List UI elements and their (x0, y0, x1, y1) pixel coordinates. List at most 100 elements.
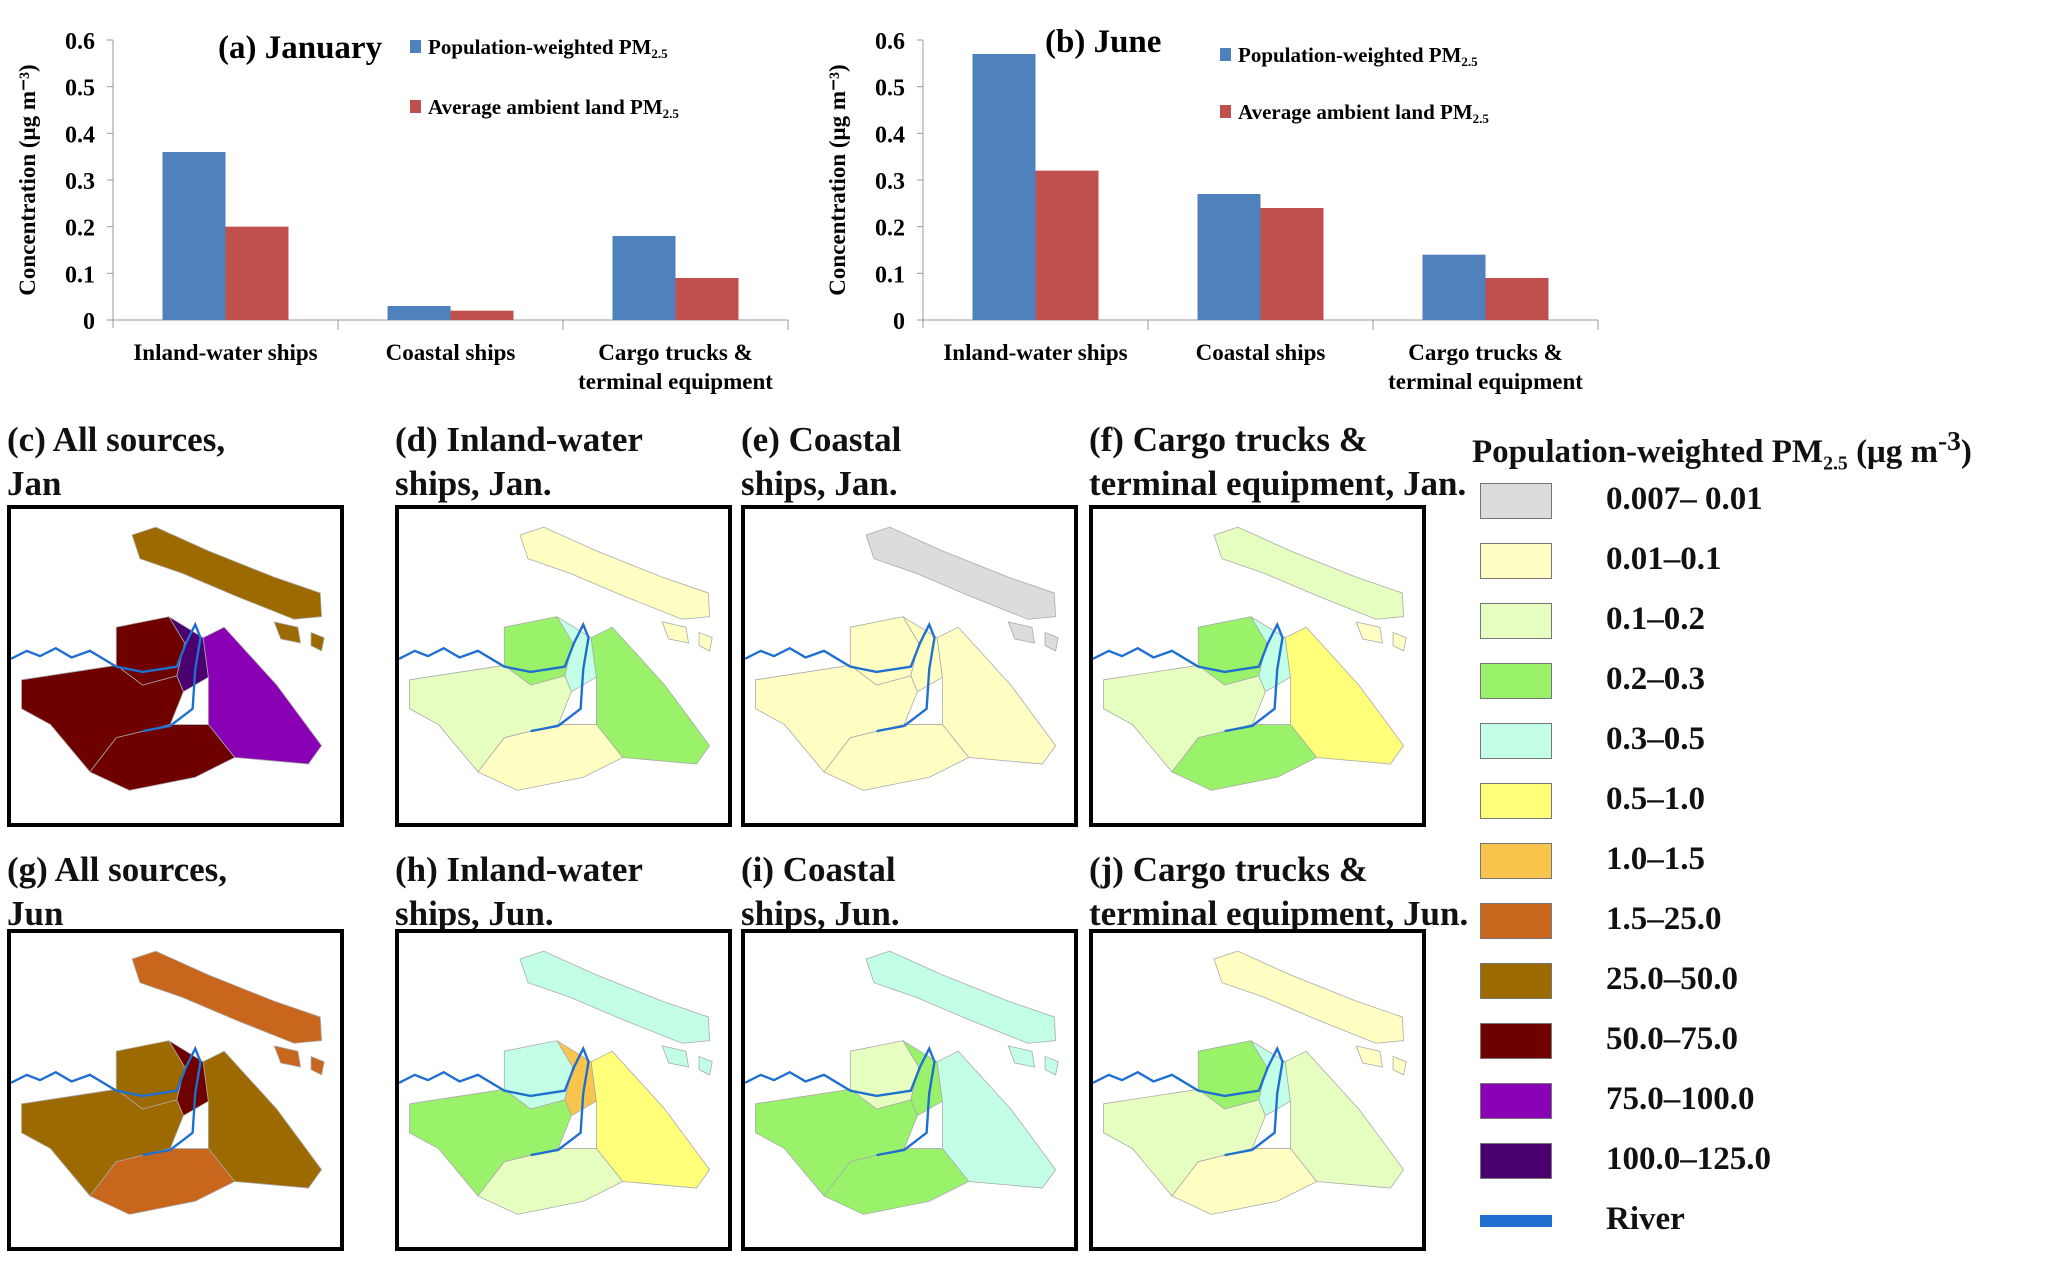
bar-ambient (675, 278, 739, 320)
legend-item: 75.0–100.0 (1480, 1081, 2040, 1123)
x-tick-label: Cargo trucks & terminal equipment (578, 340, 773, 394)
map-region (661, 621, 690, 644)
legend-item: 0.2–0.3 (1480, 661, 2040, 703)
map-title: (f) Cargo trucks & terminal equipment, J… (1089, 420, 1467, 503)
map-region (89, 724, 236, 791)
y-axis-label: Concentration (μg m⁻³) (15, 64, 40, 295)
x-tick-label: Inland-water ships (943, 340, 1127, 365)
map-region (590, 1050, 711, 1189)
legend-swatch (1480, 483, 1552, 519)
legend-swatch (1480, 543, 1552, 579)
river-line (1092, 621, 1284, 733)
y-tick-label: 0.5 (875, 76, 905, 102)
legend-swatch (1480, 1083, 1552, 1119)
river-line (744, 1045, 936, 1157)
map-region (310, 1055, 325, 1076)
river-line (398, 621, 590, 733)
map-region (1171, 724, 1318, 791)
map-region (1044, 1055, 1059, 1076)
river-line (10, 621, 202, 733)
legend-swatch (1480, 963, 1552, 999)
map-region (1284, 626, 1405, 765)
map-region (1392, 1055, 1407, 1076)
bar-pop-weighted (1422, 254, 1486, 320)
legend-label: 0.007– 0.01 (1606, 481, 1763, 517)
map-region (519, 526, 710, 620)
y-tick-label: 0.3 (65, 169, 95, 195)
x-tick-label: Coastal ships (1196, 340, 1326, 365)
legend-swatch (1480, 1143, 1552, 1179)
legend-swatch (1220, 105, 1231, 118)
legend-swatch (1480, 783, 1552, 819)
legend-label: 0.2–0.3 (1606, 661, 1705, 697)
map-region (1044, 631, 1059, 652)
map-title: (g) All sources, Jun (7, 850, 228, 933)
y-tick-label: 0.2 (875, 216, 905, 242)
map-region (936, 626, 1057, 765)
legend-swatch (1480, 1023, 1552, 1059)
map-region (698, 1055, 713, 1076)
map-panel (741, 929, 1078, 1251)
map-region (1213, 526, 1404, 620)
bar-ambient (450, 310, 514, 320)
legend-label: 0.01–0.1 (1606, 541, 1722, 577)
legend-item: 1.5–25.0 (1480, 901, 2040, 943)
map-region (89, 1148, 236, 1215)
legend-item: 100.0–125.0 (1480, 1141, 2040, 1183)
legend-swatch (1480, 1215, 1552, 1227)
legend-swatch (410, 40, 421, 53)
map-region (698, 631, 713, 652)
river-line (10, 1045, 202, 1157)
map-panel (395, 505, 732, 827)
river-line (398, 1045, 590, 1157)
map-region (865, 526, 1056, 620)
legend-label: Population-weighted PM2.5 (428, 35, 668, 61)
legend-item: 0.5–1.0 (1480, 781, 2040, 823)
map-region (273, 621, 302, 644)
legend-label: 1.0–1.5 (1606, 841, 1705, 877)
map-panel (1089, 929, 1426, 1251)
legend-label: 75.0–100.0 (1606, 1081, 1755, 1117)
map-region (865, 950, 1056, 1044)
map-region (1213, 950, 1404, 1044)
x-tick-label: Inland-water ships (133, 340, 317, 365)
chart-june: 0 0.1 0.2 0.3 0.4 0.5 0.6 Inland-water ships Coa… (825, 24, 1599, 394)
bar-ambient (1485, 278, 1549, 320)
x-tick-label: Coastal ships (386, 340, 516, 365)
y-tick-label: 0.4 (65, 122, 95, 148)
legend-label: Population-weighted PM2.5 (1238, 43, 1478, 69)
legend-item: 50.0–75.0 (1480, 1021, 2040, 1063)
bar-ambient (225, 226, 289, 320)
legend-swatch (1480, 903, 1552, 939)
legend-item: 0.007– 0.01 (1480, 481, 2040, 523)
y-tick-label: 0.3 (875, 169, 905, 195)
map-region (310, 631, 325, 652)
map-region (202, 626, 323, 765)
map-region (273, 1045, 302, 1068)
map-region (1392, 631, 1407, 652)
legend-swatch (410, 100, 421, 113)
bar-pop-weighted (972, 54, 1036, 320)
map-panel (1089, 505, 1426, 827)
map-region (823, 1148, 970, 1215)
legend-label: 0.1–0.2 (1606, 601, 1705, 637)
bar-pop-weighted (1197, 194, 1261, 320)
map-region (823, 724, 970, 791)
river-line (744, 621, 936, 733)
map-region (1007, 621, 1036, 644)
map-region (1007, 1045, 1036, 1068)
legend-label: Average ambient land PM2.5 (1238, 100, 1489, 126)
legend-item: 25.0–50.0 (1480, 961, 2040, 1003)
y-tick-label: 0 (893, 309, 905, 335)
map-title: (j) Cargo trucks & terminal equipment, J… (1089, 850, 1469, 933)
map-region (131, 950, 322, 1044)
bar-ambient (1260, 208, 1324, 320)
map-panel (7, 505, 344, 827)
y-tick-label: 0.6 (65, 29, 95, 55)
y-tick-label: 0.2 (65, 216, 95, 242)
map-region (936, 1050, 1057, 1189)
legend-label: 1.5–25.0 (1606, 901, 1722, 937)
y-tick-label: 0.1 (65, 262, 95, 288)
map-panel (741, 505, 1078, 827)
